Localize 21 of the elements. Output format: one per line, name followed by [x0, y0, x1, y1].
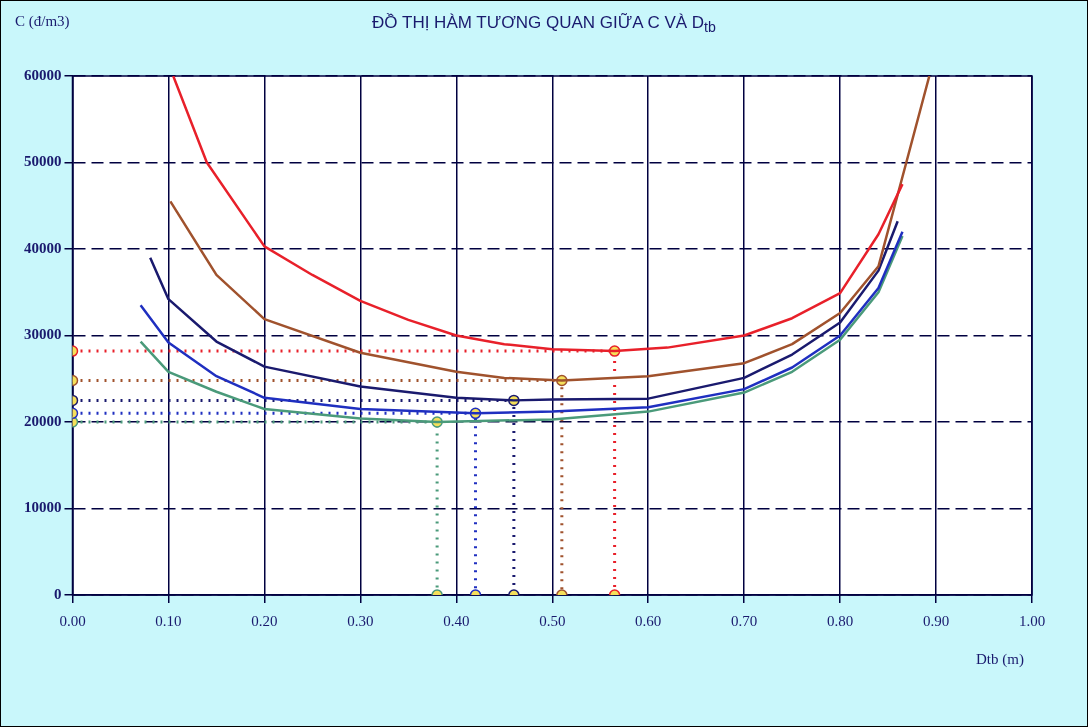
y-tick-label: 50000: [24, 153, 62, 170]
x-tick-label: 0.00: [59, 612, 86, 629]
chart-title: ĐỒ THỊ HÀM TƯƠNG QUAN GIỮA C VÀ D$_{tb}$: [372, 13, 716, 36]
x-tick-label: 0.10: [155, 612, 182, 629]
y-axis-title: C (đ/m3): [15, 13, 70, 30]
y-tick-label: 0: [54, 585, 62, 602]
x-axis-title: Dtb (m): [976, 651, 1024, 668]
x-tick-label: 0.40: [443, 612, 470, 629]
y-tick-label: 60000: [24, 66, 62, 83]
x-tick-label: 0.90: [922, 612, 950, 629]
x-tick-label: 0.70: [731, 612, 758, 629]
x-tick-label: 0.20: [251, 612, 278, 629]
x-tick-label: 0.60: [635, 612, 662, 629]
y-tick-label: 40000: [24, 239, 62, 256]
y-tick-label: 30000: [24, 326, 62, 343]
x-tick-label: 0.80: [826, 612, 854, 629]
x-tick-label: 0.50: [539, 612, 566, 629]
x-tick-label: 1.00: [1018, 612, 1046, 629]
y-tick-label: 20000: [24, 412, 62, 429]
y-tick-label: 10000: [24, 499, 62, 516]
x-tick-label: 0.30: [347, 612, 374, 629]
